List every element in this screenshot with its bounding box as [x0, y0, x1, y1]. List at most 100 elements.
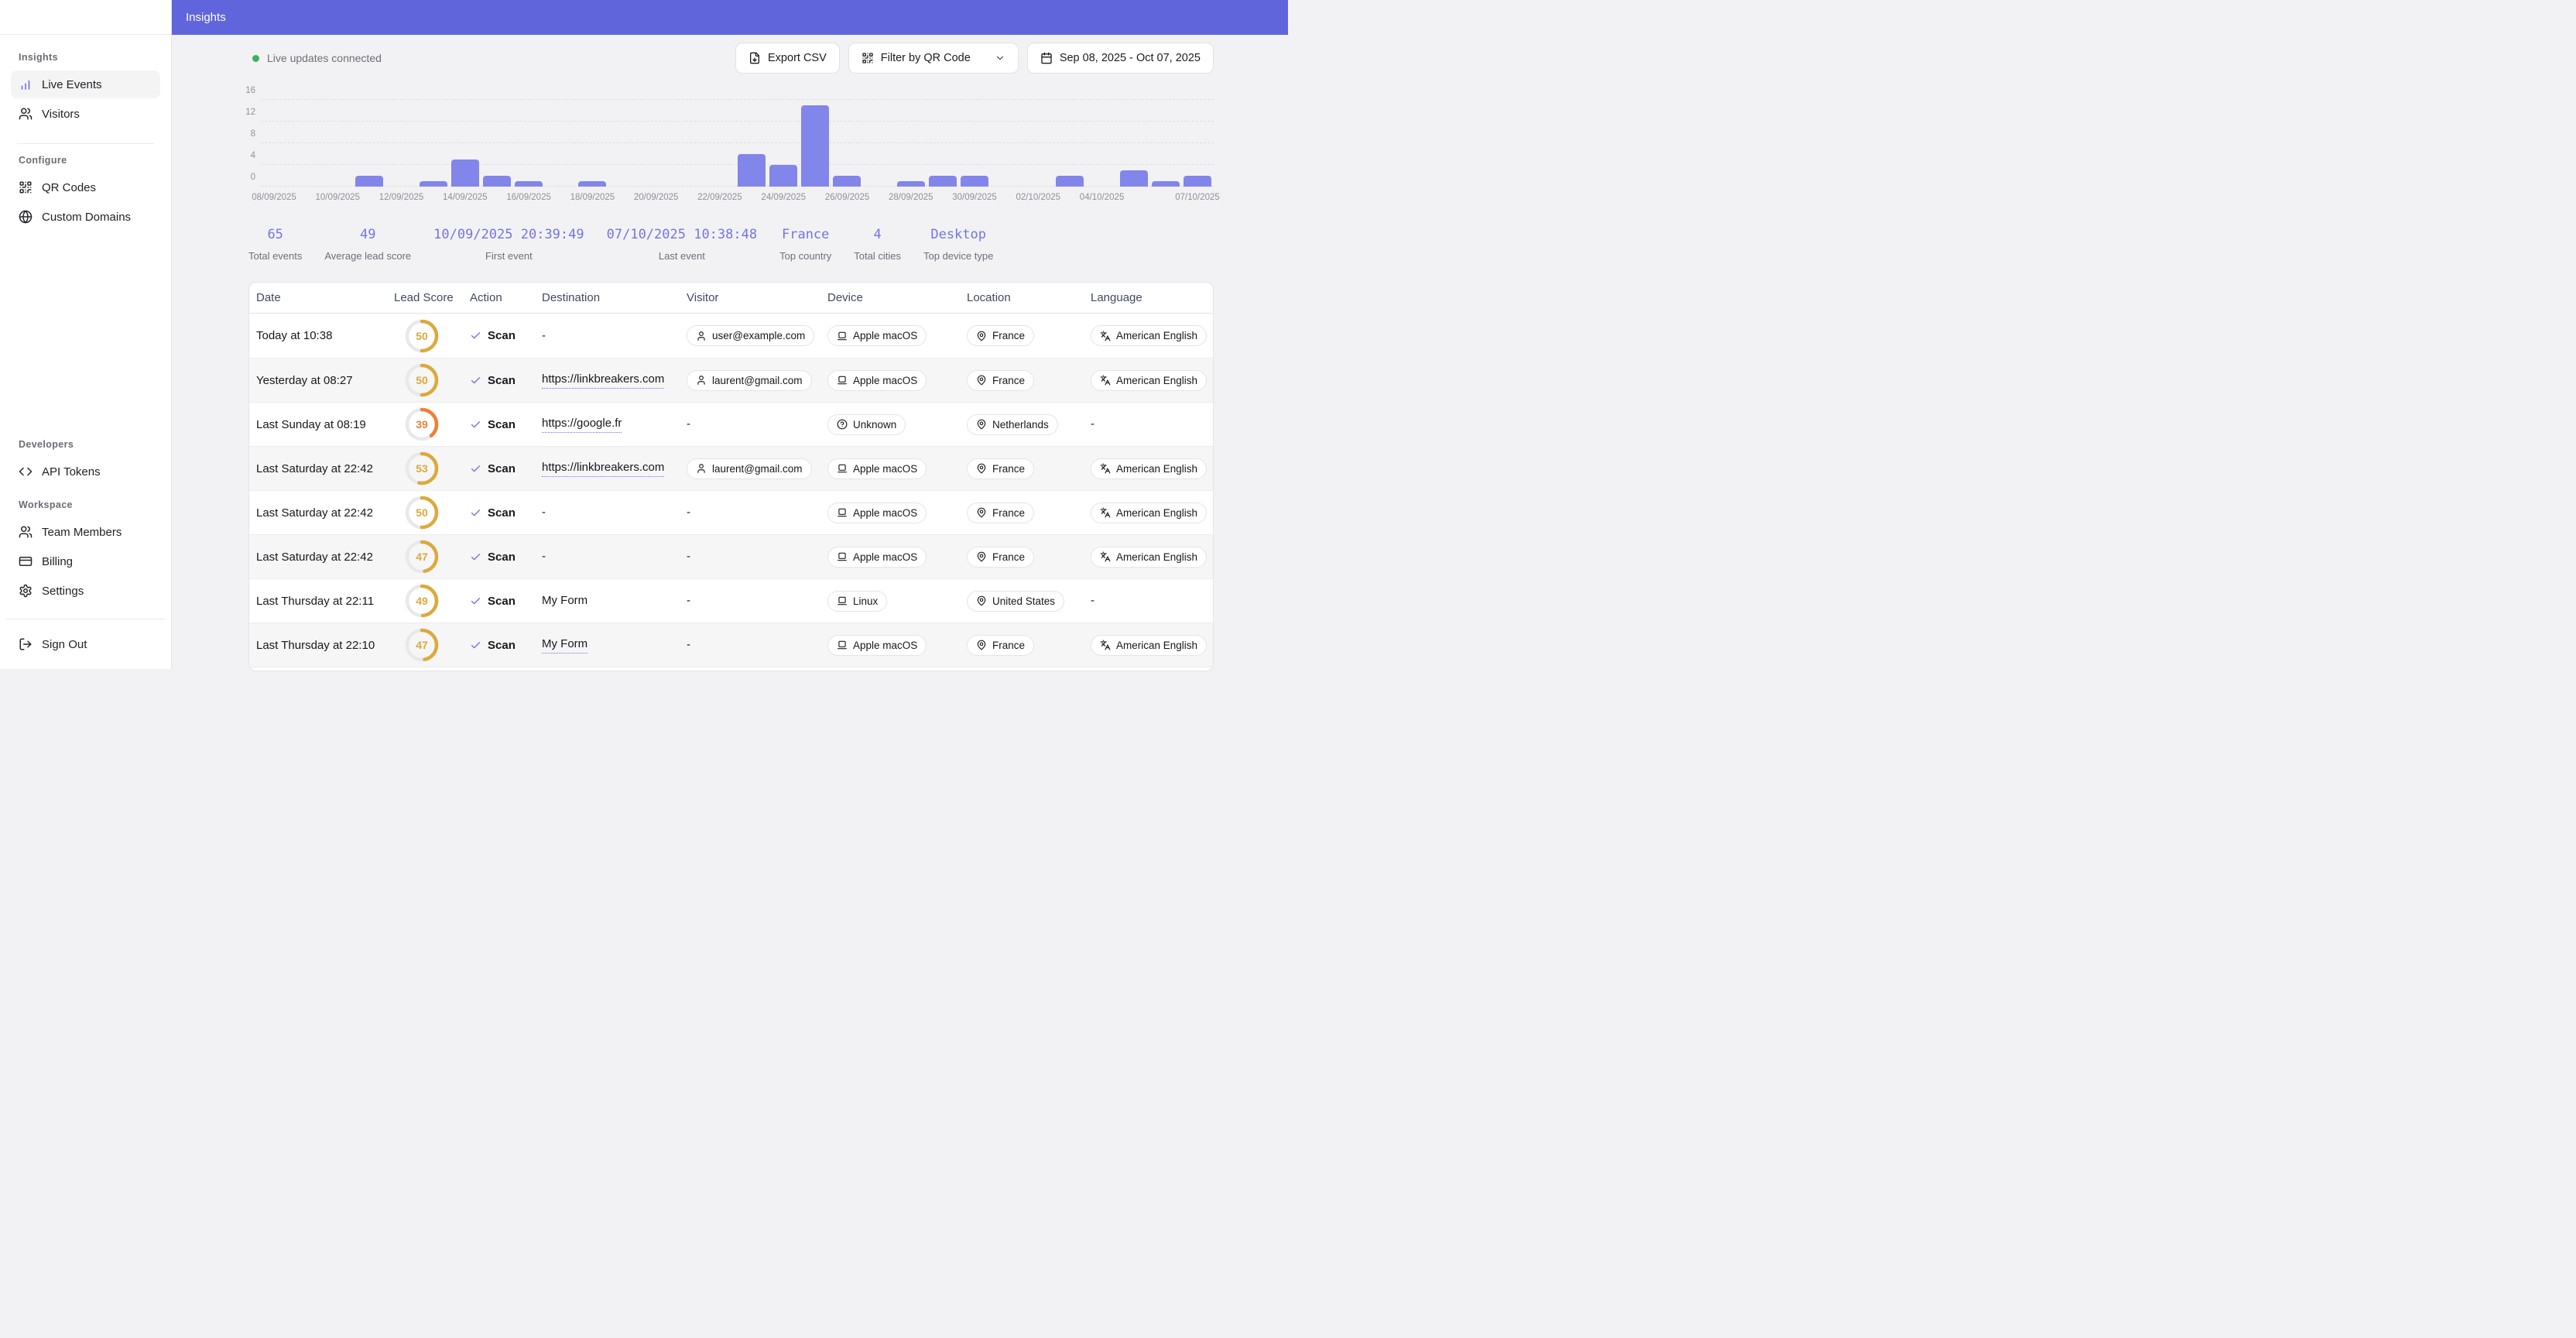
- sidebar-item-live-events[interactable]: Live Events: [11, 70, 160, 98]
- sidebar-item-label: Team Members: [42, 525, 122, 539]
- users-icon: [19, 526, 33, 538]
- badge-american-english: American English: [1091, 325, 1208, 346]
- stat-value: 07/10/2025 10:38:48: [606, 227, 758, 242]
- check-icon: [471, 465, 481, 472]
- table-row: Last Saturday at 22:42 50 Scan - - Apple macO…: [249, 490, 1213, 534]
- live-status: Live updates connected: [248, 52, 382, 64]
- destination-text: My Form: [542, 594, 588, 607]
- chart-bar-29/09/2025: [928, 176, 957, 187]
- destination-link[interactable]: https://google.fr: [542, 417, 622, 433]
- destination-link[interactable]: https://linkbreakers.com: [542, 372, 665, 389]
- badge-france: France: [967, 546, 1035, 568]
- languages-icon: [1100, 331, 1111, 341]
- badge-france: France: [967, 369, 1035, 391]
- chart-x-tick-label: 14/09/2025: [443, 193, 488, 202]
- sidebar-item-settings[interactable]: Settings: [11, 577, 160, 605]
- stat-total-events: 65 Total events: [248, 227, 302, 262]
- chart-x-tick-label: 16/09/2025: [506, 193, 551, 202]
- badge-apple-macos: Apple macOS: [827, 369, 927, 391]
- chart-bar-16/09/2025: [515, 181, 543, 187]
- date-range-label: Sep 08, 2025 - Oct 07, 2025: [1059, 52, 1201, 64]
- chart-bar-07/10/2025: [1184, 176, 1211, 187]
- sidebar-item-custom-domains[interactable]: Custom Domains: [11, 203, 160, 231]
- lead-score-value: 47: [416, 551, 428, 563]
- lead-score-value: 53: [416, 462, 428, 475]
- lead-score-value: 50: [416, 506, 428, 519]
- badge-france: France: [967, 634, 1035, 656]
- chart-x-tick-label: 08/09/2025: [252, 193, 296, 202]
- sidebar: Insights Live Events Visitors Configure QR C…: [0, 0, 172, 669]
- sidebar-item-label: QR Codes: [42, 180, 97, 194]
- badge-american-english: American English: [1091, 502, 1208, 523]
- event-action: Scan: [470, 551, 542, 564]
- empty-cell: -: [1091, 417, 1094, 431]
- lead-score-value: 50: [416, 374, 428, 386]
- date-range-button[interactable]: Sep 08, 2025 - Oct 07, 2025: [1026, 43, 1214, 74]
- event-action: Scan: [470, 329, 542, 342]
- sidebar-item-label: Custom Domains: [42, 210, 132, 224]
- qr-code-icon: [19, 181, 32, 194]
- user-icon: [697, 331, 705, 341]
- stat-label: Total events: [248, 250, 303, 262]
- chart-x-tick-label: 07/10/2025: [1175, 193, 1220, 202]
- export-csv-button[interactable]: Export CSV: [735, 43, 840, 74]
- stat-label: Average lead score: [324, 250, 412, 262]
- lead-score-value: 50: [416, 329, 428, 342]
- destination-link[interactable]: https://linkbreakers.com: [542, 461, 665, 477]
- event-date: Last Thursday at 22:11: [256, 594, 375, 608]
- stat-value: Desktop: [930, 227, 986, 242]
- laptop-icon: [838, 596, 847, 606]
- lead-score-arc: [405, 540, 439, 574]
- column-header-lead-score: Lead Score: [394, 291, 454, 304]
- column-header-visitor: Visitor: [687, 291, 719, 304]
- chart-bar-25/09/2025: [801, 105, 830, 187]
- stats-row: 65 Total events 49 Average lead score 10/09/…: [248, 227, 1214, 262]
- filter-qr-dropdown[interactable]: Filter by QR Code: [848, 43, 1019, 74]
- chart-bar-13/09/2025: [419, 181, 447, 187]
- badge-laurent@gmail.com: laurent@gmail.com: [687, 458, 812, 479]
- sidebar-item-billing[interactable]: Billing: [11, 547, 160, 575]
- table-row: Last Saturday at 22:42 47 Scan - - Apple macO…: [249, 534, 1213, 578]
- user-icon: [697, 376, 705, 385]
- chart-bar-28/09/2025: [896, 181, 925, 187]
- chart-x-tick-label: 24/09/2025: [761, 193, 806, 202]
- badge-american-english: American English: [1091, 634, 1208, 656]
- action-label: Scan: [488, 417, 516, 431]
- events-table: Date Lead Score Action Destination Visitor De…: [248, 282, 1214, 671]
- sidebar-item-qr-codes[interactable]: QR Codes: [11, 173, 160, 201]
- action-label: Scan: [488, 638, 516, 652]
- action-label: Scan: [488, 594, 516, 608]
- chart-x-tick-label: 12/09/2025: [379, 193, 424, 202]
- sign-out-button[interactable]: Sign Out: [11, 630, 160, 658]
- laptop-icon: [838, 331, 847, 340]
- credit-card-icon: [19, 557, 33, 566]
- table-row: Last Thursday at 22:11 49 Scan My Form - Linu…: [249, 578, 1213, 623]
- export-csv-label: Export CSV: [768, 52, 827, 64]
- laptop-icon: [838, 376, 847, 385]
- chart-gridline: [261, 99, 1214, 100]
- sidebar-item-api-tokens[interactable]: API Tokens: [11, 458, 160, 485]
- column-header-language: Language: [1091, 291, 1142, 304]
- qr-code-icon: [862, 53, 873, 63]
- map-pin-icon: [977, 331, 986, 341]
- stat-label: Last event: [658, 250, 705, 262]
- check-icon: [471, 420, 481, 427]
- map-pin-icon: [977, 551, 986, 562]
- sidebar-section-label: Insights: [19, 52, 58, 63]
- stat-last-event: 07/10/2025 10:38:48 Last event: [607, 227, 757, 262]
- users-icon: [19, 108, 33, 120]
- empty-cell: -: [687, 417, 690, 431]
- column-header-destination: Destination: [542, 291, 601, 304]
- languages-icon: [1100, 375, 1111, 386]
- languages-icon: [1100, 507, 1111, 518]
- sidebar-item-team-members[interactable]: Team Members: [11, 518, 160, 546]
- chart-y-tick-label: 16: [245, 86, 255, 95]
- sidebar-item-visitors[interactable]: Visitors: [11, 100, 160, 128]
- event-action: Scan: [470, 462, 542, 475]
- empty-cell: -: [1091, 594, 1094, 607]
- calendar-icon: [1040, 52, 1053, 64]
- stat-value: France: [781, 227, 830, 242]
- destination-link[interactable]: My Form: [542, 637, 588, 654]
- lead-score-value: 49: [416, 595, 428, 607]
- event-action: Scan: [470, 595, 542, 608]
